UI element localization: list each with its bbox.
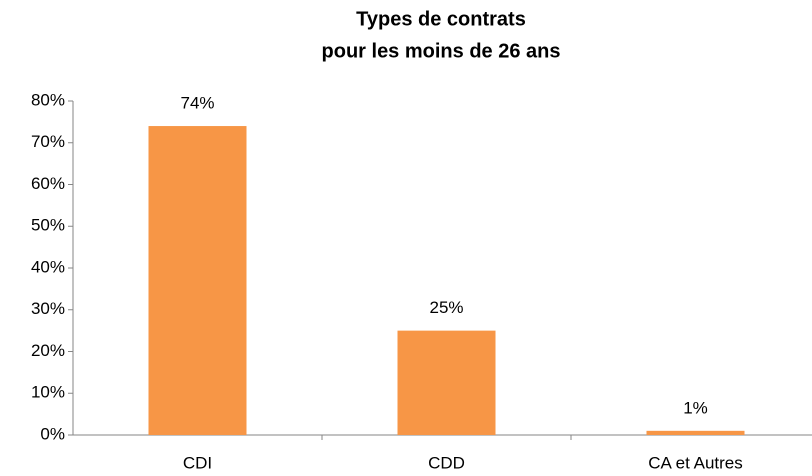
y-tick-label: 40%: [31, 257, 65, 276]
x-tick-label: CDI: [183, 453, 212, 472]
x-tick-label: CDD: [428, 453, 465, 472]
y-tick-label: 50%: [31, 216, 65, 235]
y-tick-label: 60%: [31, 174, 65, 193]
chart-title: pour les moins de 26 ans: [322, 40, 561, 62]
y-tick-label: 10%: [31, 383, 65, 402]
bar: [148, 126, 247, 436]
y-tick-label: 70%: [31, 132, 65, 151]
y-tick-label: 0%: [40, 424, 65, 443]
x-tick-label: CA et Autres: [648, 453, 743, 472]
y-tick-label: 30%: [31, 299, 65, 318]
data-label: 1%: [683, 398, 708, 417]
chart-title: Types de contrats: [356, 8, 526, 30]
bar: [646, 430, 745, 435]
y-tick-label: 20%: [31, 341, 65, 360]
bar: [397, 330, 496, 435]
data-label: 25%: [429, 298, 463, 317]
data-label: 74%: [180, 94, 214, 113]
y-tick-label: 80%: [31, 90, 65, 109]
